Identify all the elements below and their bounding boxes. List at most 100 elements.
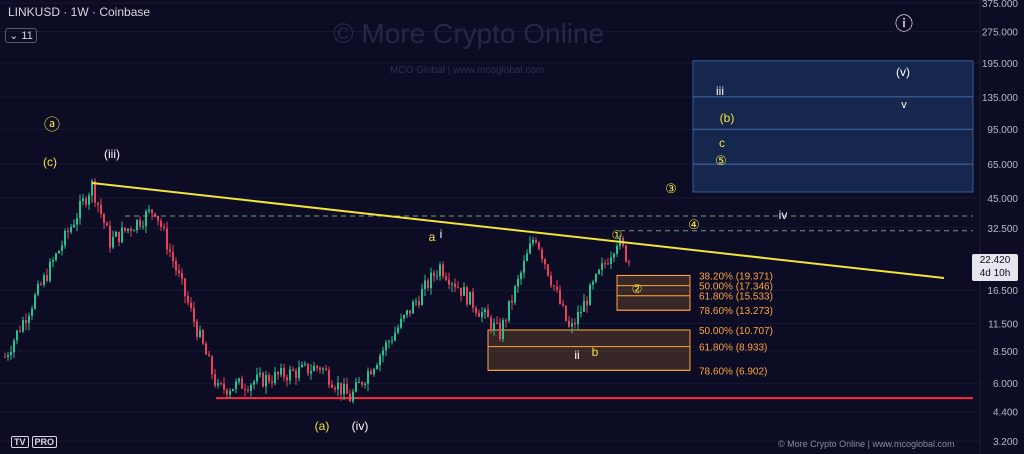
candle-body [490,317,492,330]
candle-body [358,381,360,383]
candle-body [253,381,255,385]
candle-body [226,389,228,395]
candle-body [508,300,510,321]
candle-body [394,332,396,341]
candle-body [550,275,552,286]
chart-title: LINKUSD · 1W · Coinbase [8,5,151,19]
logo-pro-badge: PRO [31,436,58,448]
candle-body [109,225,111,248]
candle-body [157,215,159,221]
candle-body [265,375,267,387]
candle-body [40,283,42,285]
candle-body [307,363,309,374]
fib-label-lower: 50.00% (10.707) [699,326,773,337]
candle-body [154,213,156,216]
candle-body [451,283,453,285]
candle-body [262,372,264,387]
candle-body [220,383,222,385]
candle-body [481,312,483,317]
wave-label: ④ [688,217,700,232]
candle-body [112,236,114,248]
axis-tick-label: 65.000 [987,160,1018,171]
candle-body [496,322,498,324]
last-price-value: 22.420 [979,255,1011,266]
candle-body [349,393,351,402]
candle-body [52,260,54,262]
axis-tick-label: 8.500 [993,347,1018,358]
watermark-sub: MCO Global | www.mcoglobal.com [390,65,545,76]
axis-tick-label: 6.000 [993,379,1018,390]
axis-tick-label: 3.200 [993,437,1018,448]
candle-body [298,367,300,379]
candle-body [139,219,141,227]
tradingview-logo[interactable]: TV PRO [8,436,58,448]
logo-text: TV [11,436,29,448]
candle-body [316,365,318,368]
candle-body [13,340,15,353]
candle-body [469,291,471,305]
candle-body [412,301,414,314]
fib-label-lower: 78.60% (6.902) [699,366,767,377]
candle-body [274,371,276,384]
candle-body [565,305,567,321]
candle-body [148,209,150,212]
candle-body [595,273,597,282]
wave-label: (iv) [352,419,369,433]
candle-body [136,219,138,231]
fib-label-upper: 50.00% (17.346) [699,282,773,293]
candle-body [310,371,312,374]
candle-body [268,375,270,382]
candle-body [322,368,324,370]
candle-body [343,383,345,395]
axis-tick-label: 16.500 [987,286,1018,297]
candle-body [73,224,75,228]
candle-body [127,228,129,231]
candle-body [442,264,444,277]
candle-body [247,389,249,391]
candle-body [25,320,27,323]
wave-label: (b) [720,111,735,125]
wave-label: v [901,99,907,111]
interval-badge[interactable]: ⌄ 11 [5,28,37,43]
candle-body [493,322,495,330]
candle-body [43,275,45,285]
candle-body [259,372,261,375]
candle-body [187,295,189,303]
candle-body [517,278,519,287]
candle-body [223,383,225,390]
candle-body [37,283,39,295]
candle-body [502,320,504,340]
candle-body [532,239,534,244]
candle-body [199,330,201,338]
candle-body [472,291,474,308]
candle-body [376,365,378,369]
candle-body [478,312,480,317]
candle-body [454,283,456,288]
candle-body [586,300,588,306]
candle-body [214,374,216,386]
candle-body [19,330,21,332]
candle-body [415,301,417,303]
candle-body [55,253,57,261]
candle-body [370,371,372,375]
candle-body [130,228,132,231]
wave-label: a [429,230,436,244]
candle-body [292,369,294,371]
candle-body [286,377,288,381]
wave-label: (v) [896,65,910,79]
candle-body [244,388,246,390]
candle-body [133,230,135,232]
fib-label-lower: 61.80% (8.933) [699,343,767,354]
bar-countdown: 4d 10h [979,268,1011,279]
wave-label: ⓐ [44,116,60,134]
wave-label: (c) [43,155,57,169]
candle-body [118,231,120,243]
wave-label: ⑤ [715,153,727,168]
candle-body [598,269,600,274]
candle-body [46,275,48,281]
candle-body [16,330,18,341]
candle-body [334,387,336,390]
candle-body [58,250,60,254]
candle-body [364,383,366,385]
candle-body [202,330,204,344]
